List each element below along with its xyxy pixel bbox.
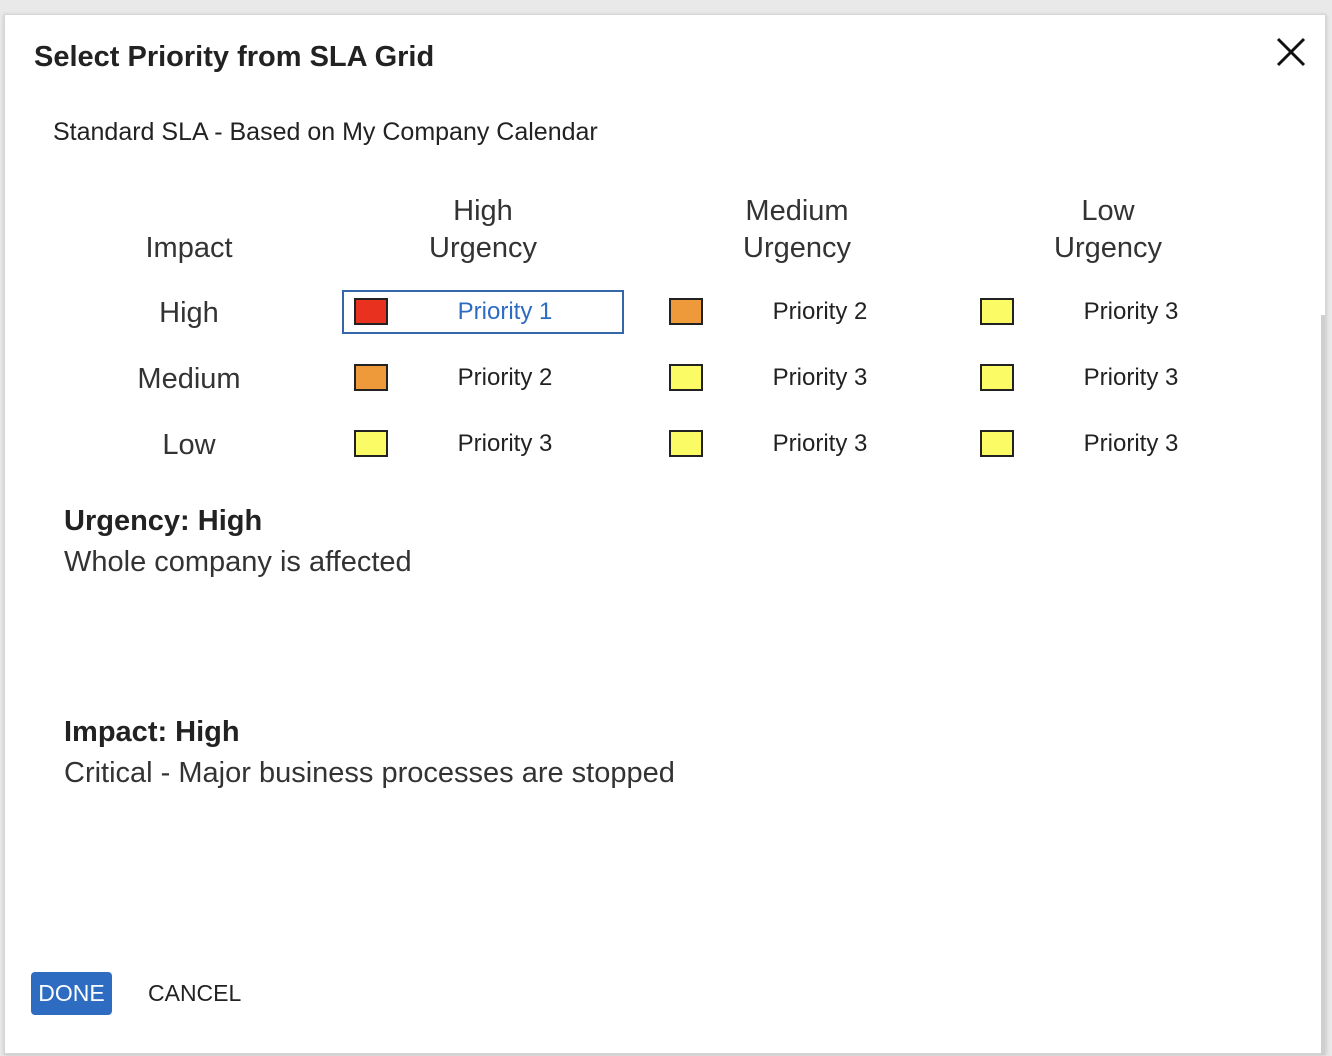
priority-color-swatch <box>354 430 388 457</box>
impact-row-label-high: High <box>159 297 219 329</box>
priority-label: Priority 3 <box>1083 430 1179 457</box>
priority-label: Priority 2 <box>772 298 868 325</box>
done-button[interactable]: DONE <box>31 972 112 1015</box>
priority-label: Priority 3 <box>772 430 868 457</box>
priority-label: Priority 3 <box>457 430 553 457</box>
urgency-header-high: High Urgency <box>429 195 537 264</box>
priority-cell[interactable]: Priority 2 <box>657 290 939 334</box>
urgency-header-low: Low Urgency <box>1054 195 1162 264</box>
priority-color-swatch <box>669 430 703 457</box>
priority-cell[interactable]: Priority 3 <box>968 290 1250 334</box>
priority-cell[interactable]: Priority 3 <box>657 356 939 400</box>
impact-row-label-medium: Medium <box>137 363 241 395</box>
close-icon <box>1276 37 1306 67</box>
priority-label: Priority 3 <box>1083 298 1179 325</box>
priority-color-swatch <box>980 298 1014 325</box>
priority-label: Priority 1 <box>457 298 553 325</box>
priority-color-swatch <box>669 298 703 325</box>
sla-priority-dialog: Select Priority from SLA Grid Standard S… <box>4 14 1326 1055</box>
impact-column-header: Impact <box>145 232 233 264</box>
priority-label: Priority 3 <box>1083 364 1179 391</box>
urgency-detail-text: Whole company is affected <box>64 546 412 578</box>
impact-detail-title: Impact: High <box>64 716 240 748</box>
priority-cell[interactable]: Priority 3 <box>968 422 1250 466</box>
priority-cell[interactable]: Priority 3 <box>657 422 939 466</box>
dialog-title: Select Priority from SLA Grid <box>34 41 435 73</box>
priority-color-swatch <box>354 298 388 325</box>
priority-cell[interactable]: Priority 3 <box>342 422 624 466</box>
priority-color-swatch <box>980 430 1014 457</box>
priority-label: Priority 2 <box>457 364 553 391</box>
priority-label: Priority 3 <box>772 364 868 391</box>
impact-detail-text: Critical - Major business processes are … <box>64 757 675 789</box>
priority-color-swatch <box>980 364 1014 391</box>
impact-row-label-low: Low <box>162 429 216 461</box>
urgency-detail-title: Urgency: High <box>64 505 263 537</box>
priority-color-swatch <box>354 364 388 391</box>
cancel-button[interactable]: CANCEL <box>135 972 254 1015</box>
scrollbar[interactable] <box>1321 315 1325 1055</box>
priority-cell[interactable]: Priority 1 <box>342 290 624 334</box>
close-button[interactable] <box>1274 35 1308 69</box>
priority-cell[interactable]: Priority 3 <box>968 356 1250 400</box>
urgency-header-medium: Medium Urgency <box>743 195 851 264</box>
priority-color-swatch <box>669 364 703 391</box>
sla-subtitle: Standard SLA - Based on My Company Calen… <box>53 118 598 146</box>
priority-cell[interactable]: Priority 2 <box>342 356 624 400</box>
